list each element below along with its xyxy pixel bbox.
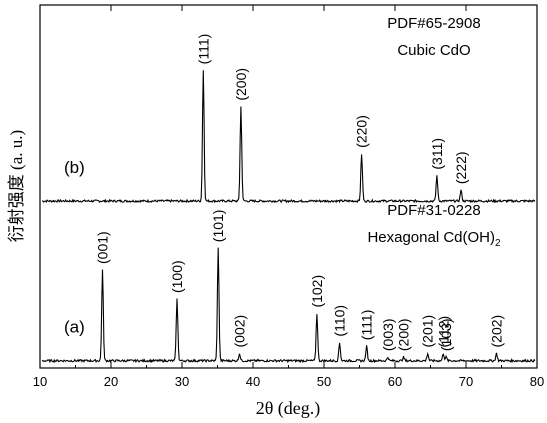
peak-label: (101) — [210, 210, 226, 243]
peak-labels: (111) (200) (220) (311) (222) (b) PDF#65-2908 C… — [64, 15, 505, 351]
x-axis-label: 2θ (deg.) — [256, 398, 321, 419]
peak-label: (311) — [429, 138, 445, 170]
peak-label: (111) — [359, 310, 375, 341]
series-note: Cubic CdO — [397, 42, 470, 59]
peak-label: (002) — [232, 315, 248, 348]
series-note: PDF#65-2908 — [387, 15, 480, 32]
series-note-subscript: 2 — [495, 238, 501, 249]
peak-label: (103) — [438, 318, 454, 351]
peak-label: (110) — [332, 305, 348, 337]
peak-label: (102) — [309, 275, 325, 308]
x-tick-label: 40 — [246, 374, 260, 389]
peak-label: (200) — [233, 68, 249, 101]
series-name: (b) — [64, 158, 85, 177]
peak-label: (200) — [396, 318, 412, 351]
x-tick-label: 70 — [459, 374, 473, 389]
peak-label: (111) — [195, 34, 211, 65]
x-tick-label: 10 — [33, 374, 47, 389]
peak-label: (222) — [453, 151, 469, 184]
peak-label: (100) — [169, 260, 185, 293]
series-note: Hexagonal Cd(OH)2 — [367, 229, 501, 249]
series-line — [42, 70, 536, 204]
peak-label: (202) — [489, 315, 505, 348]
peak-label: (201) — [420, 315, 436, 348]
series-name: (a) — [64, 318, 85, 337]
peak-label: (001) — [94, 231, 110, 264]
y-axis-label: 衍射强度 (a. u.) — [7, 130, 26, 242]
peak-label: (112) — [435, 316, 451, 348]
peak-label: (003) — [380, 318, 396, 351]
series-layer — [41, 70, 536, 364]
x-tick-label: 30 — [175, 374, 189, 389]
plot-frame — [39, 4, 538, 369]
series-line — [41, 247, 536, 364]
x-axis: 10 20 30 40 50 60 70 80 — [33, 5, 544, 389]
x-tick-label: 60 — [388, 374, 402, 389]
x-tick-label: 80 — [530, 374, 544, 389]
x-tick-label: 20 — [104, 374, 118, 389]
x-tick-label: 50 — [317, 374, 331, 389]
peak-label: (220) — [354, 115, 370, 148]
series-note: PDF#31-0228 — [387, 202, 480, 219]
